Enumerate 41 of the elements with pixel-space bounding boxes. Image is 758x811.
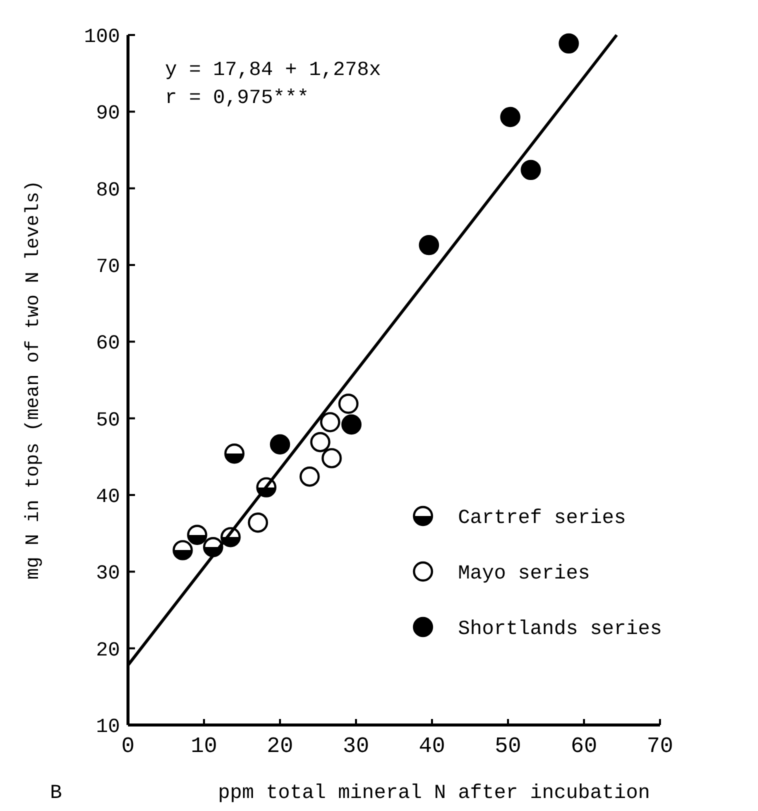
point	[418, 234, 440, 256]
point	[341, 414, 362, 435]
point	[500, 106, 520, 128]
x-tick-label: 0	[121, 734, 135, 759]
text: B	[50, 782, 62, 805]
x-tick-label: 70	[646, 734, 674, 759]
point	[300, 466, 320, 487]
y-tick-label: 70	[96, 256, 120, 279]
point	[310, 432, 330, 452]
annotation: r = 0,975***	[165, 87, 310, 110]
y-tick-label: 50	[96, 409, 120, 432]
legend-label: Shortlands series	[458, 618, 662, 641]
point	[224, 444, 244, 464]
x-tick-label: 40	[418, 734, 446, 759]
y-tick-label: 80	[96, 179, 120, 202]
point	[338, 394, 358, 414]
point	[520, 160, 541, 180]
y-axis-title: mg N in tops (mean of two N levels)	[22, 180, 44, 580]
point	[320, 412, 340, 432]
y-tick-label: 90	[96, 102, 120, 126]
annotation: y = 17,84 + 1,278x	[165, 59, 382, 82]
x-tick-label: 60	[570, 734, 598, 759]
y-tick-label: 10	[96, 716, 120, 739]
point	[248, 512, 268, 533]
x-tick-label: 20	[266, 734, 294, 759]
point	[270, 434, 290, 454]
legend-label: Cartref series	[458, 507, 626, 530]
y-tick-label: 40	[96, 486, 120, 509]
x-tick-label: 50	[494, 734, 522, 759]
point	[187, 524, 208, 545]
point	[172, 540, 193, 560]
y-tick-label: 30	[96, 562, 120, 586]
legend-label: Mayo series	[458, 562, 590, 586]
x-tick-label: 30	[342, 734, 370, 759]
x-axis-title: ppm total mineral N after incubation	[218, 782, 650, 805]
point	[322, 448, 342, 468]
x-tick-label: 10	[190, 734, 218, 759]
y-tick-label: 100	[84, 26, 120, 49]
y-tick-label: 60	[96, 332, 120, 356]
point	[558, 33, 579, 54]
y-tick-label: 20	[96, 639, 120, 662]
